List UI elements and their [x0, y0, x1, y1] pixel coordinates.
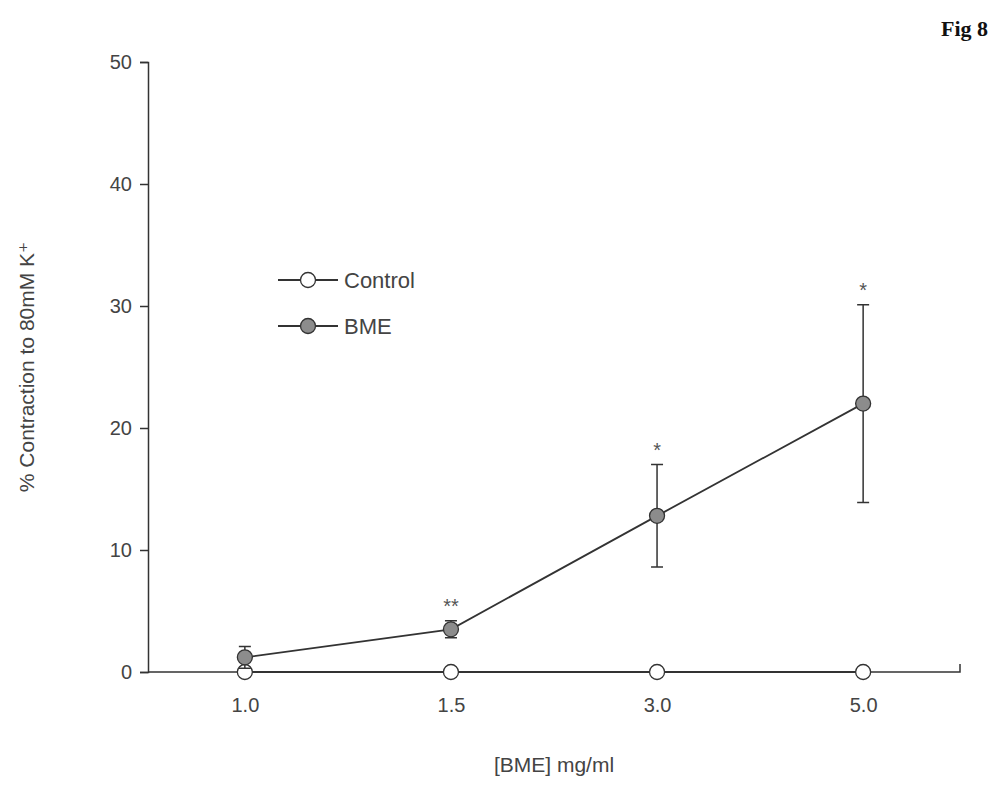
y-tick-mark — [140, 550, 148, 552]
y-tick-label: 0 — [121, 661, 132, 683]
y-tick-label: 30 — [110, 295, 132, 317]
x-axis: 1.0 1.5 3.0 5.0 — [148, 664, 960, 716]
legend-label: BME — [344, 314, 392, 339]
plot-area — [237, 305, 870, 680]
data-point — [650, 665, 665, 680]
y-tick: 30 — [110, 295, 148, 317]
legend-label: Control — [344, 268, 415, 293]
y-tick: 0 — [121, 661, 148, 683]
y-tick-label: 50 — [110, 51, 132, 73]
annotation: ** — [443, 595, 459, 617]
y-tick-mark — [140, 428, 148, 430]
x-tick-label: 3.0 — [644, 694, 672, 716]
y-tick-mark — [140, 306, 148, 308]
y-tick-label: 20 — [110, 417, 132, 439]
series-line — [245, 671, 863, 673]
legend-marker — [301, 319, 316, 334]
y-tick-mark — [140, 672, 148, 674]
y-axis: 0 10 20 30 40 50 — [110, 51, 149, 683]
y-tick-mark — [140, 184, 148, 186]
data-point — [856, 396, 871, 411]
chart: 0 10 20 30 40 50 1.0 1.5 3.0 5.0 [BME] mg/ml % Cont… — [0, 0, 1006, 794]
data-point — [443, 665, 458, 680]
y-axis-title: % Contraction to 80mM K⁺ — [15, 242, 38, 492]
chart-title: Fig 8 — [941, 16, 988, 41]
annotation: * — [653, 439, 661, 461]
x-tick-label: 5.0 — [850, 694, 878, 716]
y-tick: 10 — [110, 539, 148, 561]
data-point — [856, 665, 871, 680]
legend-marker — [301, 273, 316, 288]
x-tick-label: 1.0 — [231, 694, 259, 716]
y-tick: 40 — [110, 173, 148, 195]
y-tick: 20 — [110, 417, 148, 439]
y-tick-label: 10 — [110, 539, 132, 561]
y-tick-mark — [140, 62, 148, 64]
data-point — [237, 650, 252, 665]
y-tick: 50 — [110, 51, 148, 73]
x-axis-line — [148, 664, 960, 672]
annotation: * — [859, 279, 867, 301]
data-point — [443, 622, 458, 637]
legend: Control BME — [278, 268, 415, 339]
y-axis-line — [140, 63, 149, 673]
x-tick-label: 1.5 — [438, 694, 466, 716]
y-tick-label: 40 — [110, 173, 132, 195]
data-point — [650, 508, 665, 523]
x-axis-title: [BME] mg/ml — [494, 753, 614, 776]
series-line — [245, 404, 863, 658]
